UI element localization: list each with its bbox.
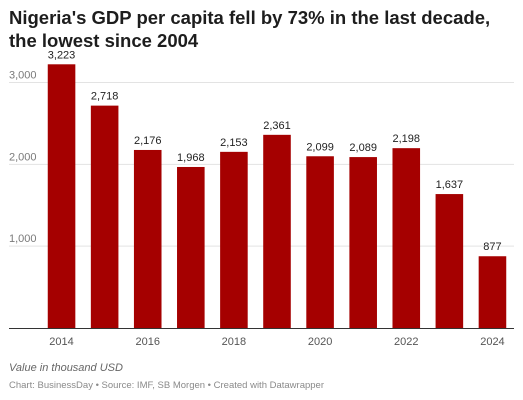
data-label-2015: 2,718 bbox=[91, 91, 119, 103]
bar-2016 bbox=[133, 149, 162, 328]
x-tick-label: 2014 bbox=[49, 336, 73, 348]
x-tick-label: 2016 bbox=[135, 336, 159, 348]
data-label-2016: 2,176 bbox=[134, 135, 162, 147]
bar-2023 bbox=[435, 194, 464, 328]
data-label-2024: 877 bbox=[483, 241, 501, 253]
data-label-2017: 1,968 bbox=[177, 152, 205, 164]
x-tick-label: 2024 bbox=[480, 336, 504, 348]
data-label-2018: 2,153 bbox=[220, 137, 248, 149]
bar-2015 bbox=[90, 105, 119, 328]
data-label-2022: 2,198 bbox=[393, 133, 421, 145]
bar-2024 bbox=[478, 256, 507, 328]
bar-2019 bbox=[263, 134, 291, 328]
bar-2020 bbox=[306, 156, 334, 328]
unit-note: Value in thousand USD bbox=[9, 362, 123, 374]
x-tick-label: 2020 bbox=[308, 336, 332, 348]
bar-2014 bbox=[47, 64, 76, 329]
chart-footer: Chart: BusinessDay • Source: IMF, SB Mor… bbox=[9, 380, 325, 391]
bar-2022 bbox=[392, 148, 421, 328]
data-label-2020: 2,099 bbox=[306, 141, 334, 153]
y-tick-label: 1,000 bbox=[9, 233, 37, 245]
x-tick-label: 2022 bbox=[394, 336, 418, 348]
data-label-2014: 3,223 bbox=[48, 49, 76, 61]
data-label-2021: 2,089 bbox=[349, 142, 377, 154]
chart-title: Nigeria's GDP per capita fell by 73% in … bbox=[9, 7, 491, 51]
x-axis-ticks: 2014 2016 2018 2020 2022 2024 bbox=[49, 336, 504, 348]
bar-2021 bbox=[349, 157, 377, 328]
x-tick-label: 2018 bbox=[222, 336, 246, 348]
bars bbox=[47, 64, 507, 329]
bar-2017 bbox=[177, 166, 205, 328]
y-tick-label: 3,000 bbox=[9, 70, 37, 82]
data-label-2023: 1,637 bbox=[436, 179, 464, 191]
data-labels: 3,223 2,718 2,176 1,968 2,153 2,361 2,099 2,089… bbox=[48, 49, 502, 253]
bar-2018 bbox=[220, 151, 248, 328]
data-label-2019: 2,361 bbox=[263, 120, 291, 132]
y-tick-label: 2,000 bbox=[9, 151, 37, 163]
